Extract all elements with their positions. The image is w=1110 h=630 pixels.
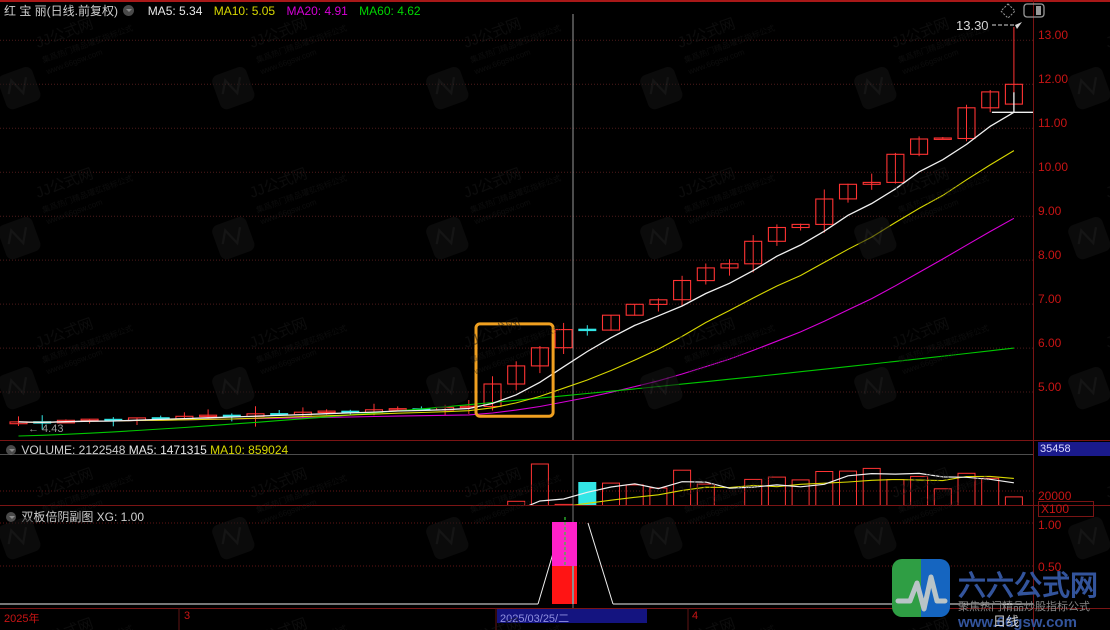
svg-text:聚焦热门精品炒股指标公式: 聚焦热门精品炒股指标公式 [958,599,1090,613]
svg-text:六六公式网: 六六公式网 [958,570,1098,601]
